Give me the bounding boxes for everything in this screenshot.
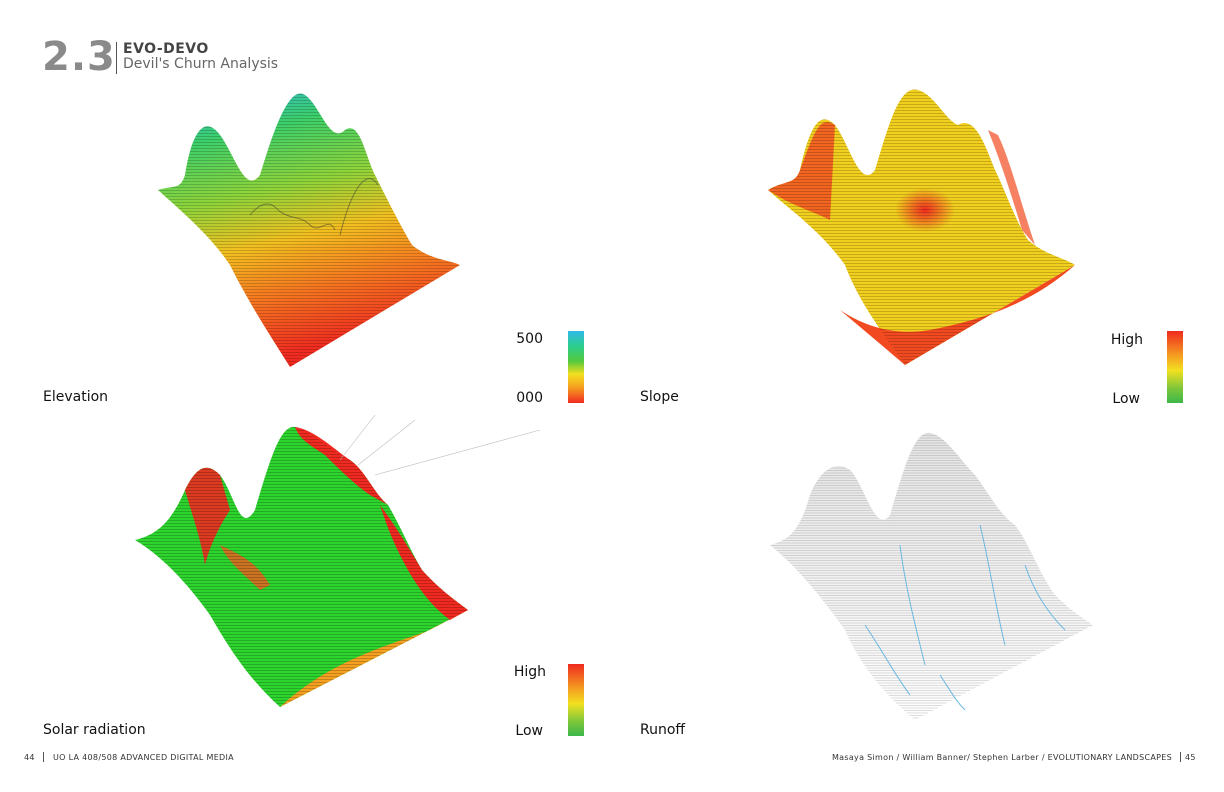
section-subtitle: Devil's Churn Analysis bbox=[123, 56, 279, 72]
header-divider bbox=[116, 42, 117, 74]
slope-color-scale bbox=[1167, 331, 1183, 403]
sun-ray-line bbox=[357, 419, 416, 466]
left-page-number: 44 bbox=[24, 753, 35, 762]
elevation-label: Elevation bbox=[43, 389, 109, 405]
slope-scale-high: High bbox=[1110, 332, 1143, 348]
footer-divider bbox=[43, 752, 44, 762]
elevation-terrain-image bbox=[158, 93, 460, 367]
elevation-scale-max: 500 bbox=[516, 331, 543, 347]
elevation-color-scale bbox=[568, 331, 584, 403]
slope-scale-low: Low bbox=[1112, 391, 1140, 407]
solar-color-scale bbox=[568, 664, 584, 736]
sun-ray-line bbox=[374, 429, 541, 476]
solar-scale-low: Low bbox=[515, 723, 543, 739]
section-number: 2.3 bbox=[42, 34, 116, 80]
slope-terrain-image bbox=[768, 89, 1075, 365]
elevation-scale-min: 000 bbox=[516, 390, 543, 406]
section-title: EVO-DEVO bbox=[123, 41, 209, 57]
slope-label: Slope bbox=[640, 389, 679, 405]
solar-radiation-terrain-image bbox=[135, 414, 541, 707]
left-footer-text: UO LA 408/508 ADVANCED DIGITAL MEDIA bbox=[53, 753, 234, 762]
sun-ray-line bbox=[339, 414, 376, 461]
runoff-label: Runoff bbox=[640, 722, 686, 738]
solar-scale-high: High bbox=[513, 664, 546, 680]
solar-radiation-label: Solar radiation bbox=[43, 722, 146, 738]
right-page-number: 45 bbox=[1185, 753, 1196, 762]
right-footer-text: Masaya Simon / William Banner/ Stephen L… bbox=[831, 753, 1172, 762]
runoff-terrain-image bbox=[770, 432, 1093, 720]
footer-divider bbox=[1180, 752, 1181, 762]
